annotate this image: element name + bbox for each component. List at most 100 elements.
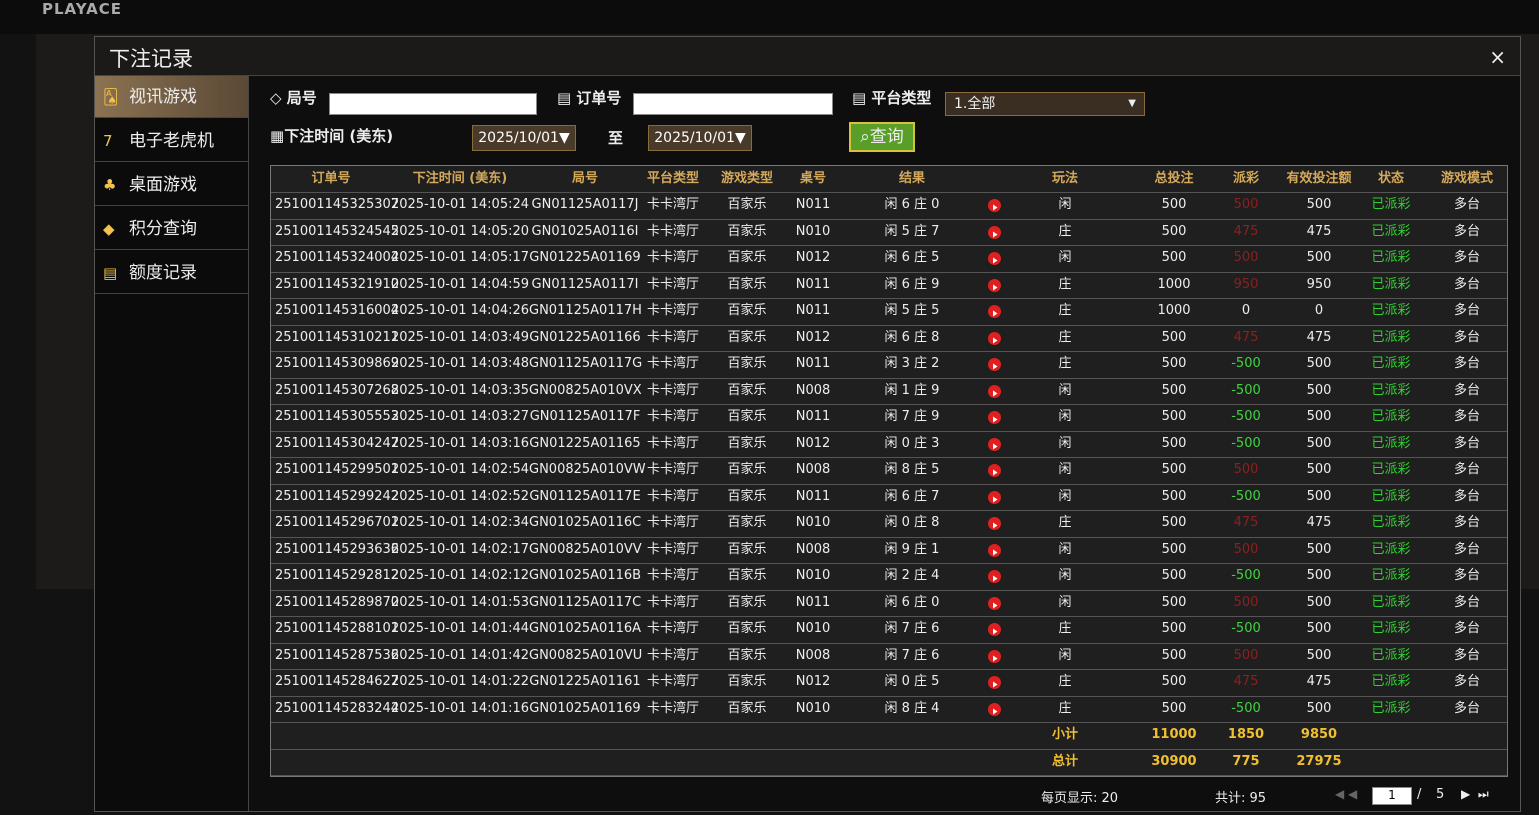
sidebar-item[interactable]: 视讯游戏 🂡 — [95, 76, 248, 118]
table-cell: 251001145288101 — [275, 621, 400, 636]
table-cell: 多台 — [1453, 223, 1480, 239]
table-cell: 500 — [1233, 250, 1259, 265]
play-icon[interactable] — [988, 358, 1001, 371]
row-divider — [271, 430, 1507, 432]
table-cell: 2025-10-01 14:01:16 — [390, 700, 530, 716]
table-cell: -500 — [1231, 382, 1261, 398]
table-cell: 251001145296701 — [275, 515, 400, 530]
header-cell: 有效投注额 — [1286, 171, 1352, 186]
table-cell: 已派彩 — [1371, 197, 1411, 212]
logo: PLAYACE — [42, 0, 123, 18]
table-cell: 500 — [1233, 462, 1259, 477]
row-divider — [271, 271, 1507, 273]
query-button[interactable]: ⌕查询 — [849, 122, 915, 152]
table-cell: GN00825A010VX — [529, 382, 642, 398]
table-cell: 2025-10-01 14:02:12 — [390, 568, 530, 583]
table-cell: 500 — [1161, 382, 1187, 398]
sidebar-item[interactable]: 积分查询 ◆ — [95, 208, 248, 250]
header-cell: 平台类型 — [646, 171, 699, 186]
order-input[interactable] — [633, 93, 833, 115]
sidebar-item[interactable]: 额度记录 ▤ — [95, 252, 248, 294]
table-cell: 251001145289870 — [275, 594, 400, 610]
row-divider — [271, 457, 1507, 458]
play-icon[interactable] — [988, 596, 1001, 610]
table-cell: 500 — [1306, 488, 1332, 504]
table-cell: N008 — [795, 382, 831, 398]
table-cell: -500 — [1231, 700, 1261, 716]
header-cell: 结果 — [898, 171, 925, 186]
table-cell: 闲 — [1058, 647, 1072, 663]
date-from[interactable]: 2025/10/01▼ — [472, 125, 576, 151]
table-cell: 500 — [1306, 700, 1332, 716]
table-cell: 多台 — [1453, 276, 1480, 292]
table-cell: 已派彩 — [1371, 674, 1411, 689]
table-cell: N010 — [795, 515, 831, 530]
play-icon[interactable] — [988, 411, 1001, 424]
play-icon[interactable] — [988, 464, 1001, 477]
next-buttons[interactable]: ▶ ⏭ — [1461, 787, 1489, 801]
date-to[interactable]: 2025/10/01▼ — [648, 125, 752, 151]
table-cell: 已派彩 — [1371, 488, 1411, 504]
page-input[interactable]: 1 — [1372, 787, 1412, 805]
table-cell: 500 — [1161, 329, 1187, 345]
table-cell: 闲 5 庄 7 — [884, 223, 940, 239]
play-icon[interactable] — [988, 384, 1001, 398]
round-input[interactable] — [329, 93, 537, 115]
table-cell: 百家乐 — [727, 303, 767, 318]
table-cell: 2025-10-01 14:03:48 — [390, 356, 530, 371]
table-cell: 已派彩 — [1371, 647, 1411, 663]
play-icon[interactable] — [988, 490, 1001, 504]
table-cell: 庄 — [1058, 700, 1072, 716]
row-divider — [271, 510, 1507, 511]
table-cell: 500 — [1161, 462, 1187, 477]
table-cell: 闲 7 庄 6 — [884, 647, 940, 663]
sidebar-item[interactable]: 桌面游戏 ♣ — [95, 164, 248, 206]
play-icon[interactable] — [988, 676, 1001, 689]
table-cell: 251001145283244 — [275, 700, 400, 716]
play-icon[interactable] — [988, 649, 1001, 663]
table-cell: 251001145307268 — [275, 382, 400, 398]
row-divider — [271, 377, 1507, 379]
play-icon[interactable] — [988, 331, 1001, 345]
platform-select[interactable]: 1.全部 ▼ — [945, 92, 1145, 116]
table-cell: 卡卡湾厅 — [646, 329, 699, 345]
play-icon[interactable] — [988, 305, 1001, 318]
table-cell: 卡卡湾厅 — [646, 462, 699, 477]
play-icon[interactable] — [988, 570, 1001, 583]
table-cell: 1000 — [1157, 276, 1191, 292]
table-cell: 卡卡湾厅 — [646, 647, 699, 663]
table-cell: 百家乐 — [727, 276, 767, 292]
table-cell: 闲 9 庄 1 — [884, 541, 940, 557]
table-cell: 庄 — [1058, 356, 1072, 371]
table-cell: GN01025A0116A — [529, 621, 642, 636]
play-icon[interactable] — [988, 225, 1001, 239]
table-cell: 百家乐 — [727, 329, 767, 345]
table-cell: 已派彩 — [1371, 303, 1411, 318]
table-cell: 卡卡湾厅 — [646, 435, 699, 451]
table-cell: 闲 1 庄 9 — [884, 382, 940, 398]
table-cell: 500 — [1233, 647, 1259, 663]
row-divider — [271, 669, 1507, 670]
row-divider — [271, 563, 1507, 564]
play-icon[interactable] — [988, 252, 1001, 265]
table-cell: 251001145284627 — [275, 674, 400, 689]
play-icon[interactable] — [988, 437, 1001, 451]
table-cell: 闲 6 庄 0 — [884, 594, 940, 610]
play-icon[interactable] — [988, 623, 1001, 636]
page-sep: / — [1417, 787, 1422, 802]
close-button[interactable]: × — [1489, 45, 1506, 69]
table-cell: 闲 — [1058, 197, 1072, 212]
table-cell: 已派彩 — [1371, 356, 1411, 371]
play-icon[interactable] — [988, 543, 1001, 557]
row-divider — [271, 298, 1507, 299]
play-icon[interactable] — [988, 199, 1001, 212]
play-icon[interactable] — [988, 278, 1001, 292]
play-icon[interactable] — [988, 702, 1001, 716]
table-cell: 多台 — [1453, 674, 1480, 689]
prev-buttons[interactable]: ◀ ◀ — [1335, 787, 1358, 801]
table-cell: 2025-10-01 14:04:26 — [390, 303, 530, 318]
play-icon[interactable] — [988, 517, 1001, 530]
table-cell: 多台 — [1453, 462, 1480, 477]
header-cell: 下注时间 (美东) — [412, 171, 508, 186]
sidebar-item[interactable]: 电子老虎机 7 — [95, 120, 248, 162]
